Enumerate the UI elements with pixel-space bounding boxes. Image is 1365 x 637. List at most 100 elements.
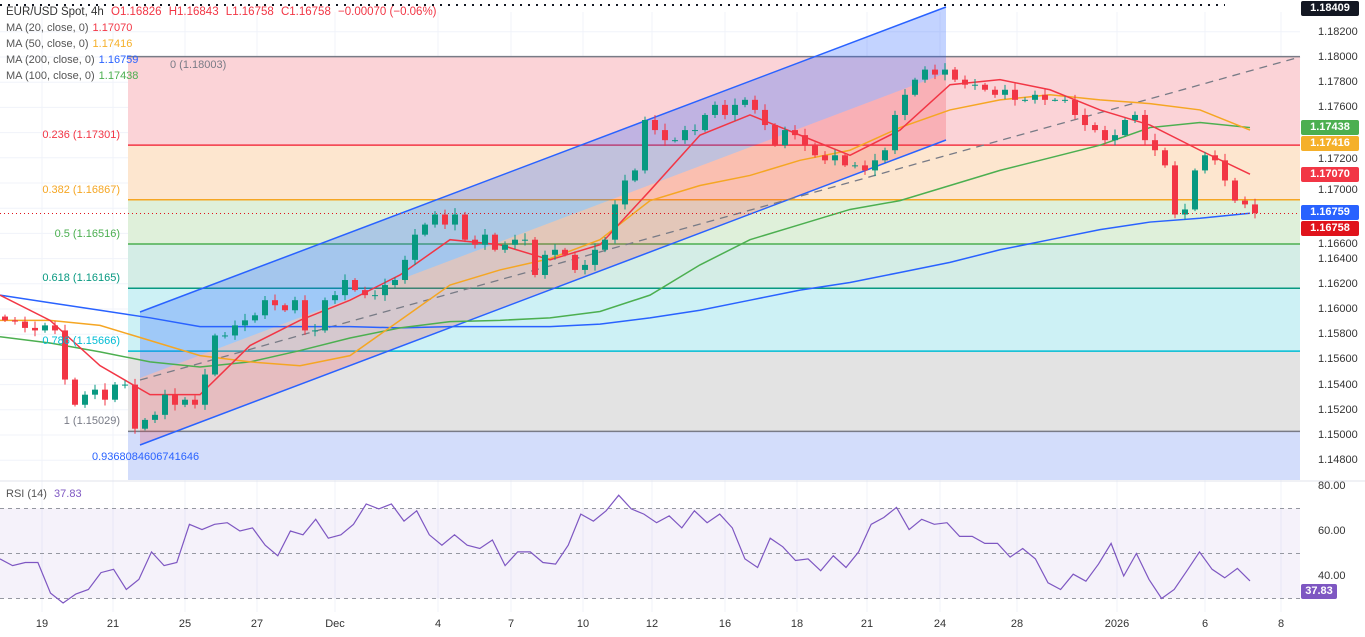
candle	[972, 79, 978, 90]
candle	[802, 128, 808, 151]
candle	[1102, 125, 1108, 144]
candle	[792, 125, 798, 140]
price-badge-high-marker: 1.18409	[1301, 1, 1359, 16]
ma-legend-item: MA (20, close, 0) 1.17070	[6, 22, 136, 34]
price-tick: 1.17200	[1318, 152, 1358, 165]
candle-body	[712, 104, 718, 115]
candle	[372, 290, 378, 300]
candle	[122, 380, 128, 389]
candle-body	[52, 325, 58, 331]
candle-body	[172, 394, 178, 405]
candle-body	[952, 69, 958, 80]
candle	[382, 278, 388, 301]
candle-body	[612, 204, 618, 240]
candle-body	[92, 389, 98, 395]
candle-body	[922, 69, 928, 80]
candle-body	[1222, 160, 1228, 181]
candle-body	[602, 239, 608, 250]
ohlc-change: −0.00070 (−0.06%)	[338, 6, 437, 18]
candle	[722, 99, 728, 120]
candle-body	[1042, 94, 1048, 100]
ohlc-high: H1.16843	[168, 6, 219, 18]
price-badge-ma100: 1.17438	[1301, 119, 1359, 135]
candle	[252, 312, 258, 323]
candle-body	[1152, 140, 1158, 151]
fib-label: 0.786 (1.15666)	[42, 335, 120, 348]
candle	[662, 123, 668, 146]
candle	[672, 137, 678, 143]
candle-body	[882, 150, 888, 161]
time-tick: 27	[250, 618, 264, 630]
candle	[992, 86, 998, 98]
rsi-value: 37.83	[54, 488, 82, 500]
moving-averages	[0, 78, 1251, 396]
candle-body	[832, 155, 838, 161]
price-tick: 1.16600	[1318, 238, 1358, 251]
candle-body	[462, 214, 468, 240]
candle	[1252, 198, 1258, 219]
candle-body	[192, 399, 198, 405]
candle-body	[512, 239, 518, 245]
candle-body	[1172, 165, 1178, 215]
price-badge-ma50: 1.17416	[1301, 135, 1359, 151]
candle-body	[642, 120, 648, 171]
candle	[212, 333, 218, 377]
rsi-legend: RSI (14) 37.83	[6, 488, 86, 500]
rsi-badge: 37.83	[1301, 584, 1337, 599]
candle	[1202, 151, 1208, 174]
ma-legend-item: MA (100, close, 0) 1.17438	[6, 70, 142, 82]
candle	[132, 378, 138, 434]
candle-body	[682, 130, 688, 141]
candle	[392, 277, 398, 288]
candle-body	[362, 290, 368, 296]
candle	[922, 66, 928, 83]
candle-body	[1242, 200, 1248, 205]
candle	[42, 322, 48, 333]
candle	[1152, 133, 1158, 157]
candle-body	[742, 99, 748, 105]
candle-body	[772, 125, 778, 146]
candle	[422, 222, 428, 237]
ma-legend-value: 1.17070	[92, 22, 133, 34]
candle-body	[72, 379, 78, 405]
candle	[172, 388, 178, 411]
candle	[1062, 96, 1068, 103]
candle-body	[1182, 209, 1188, 215]
candle	[732, 98, 738, 121]
candle-body	[1192, 170, 1198, 210]
price-tick: 1.14800	[1318, 454, 1358, 467]
candle-body	[392, 280, 398, 286]
fib-label: 0.5 (1.16516)	[54, 227, 120, 240]
candle-body	[532, 239, 538, 275]
candle-body	[842, 155, 848, 166]
candle	[1162, 147, 1168, 168]
candle-body	[652, 120, 658, 131]
candle	[292, 296, 298, 314]
candle-body	[142, 419, 148, 429]
fib-zone-0.236	[128, 145, 1300, 200]
candle-body	[2, 316, 8, 321]
candle	[872, 153, 878, 177]
candle-body	[942, 69, 948, 75]
candle	[822, 151, 828, 165]
candle	[702, 113, 708, 132]
price-tick: 1.18200	[1318, 25, 1358, 38]
candle	[1242, 196, 1248, 209]
time-tick: 24	[933, 618, 947, 630]
time-tick: 10	[576, 618, 590, 630]
candle-body	[1112, 135, 1118, 141]
candle	[1192, 168, 1198, 212]
candle	[612, 200, 618, 244]
time-tick: 12	[645, 618, 659, 630]
channel-lower-line	[139, 139, 947, 446]
candle-body	[932, 69, 938, 75]
candle	[472, 235, 478, 249]
candle	[1002, 84, 1008, 100]
candle	[712, 101, 718, 119]
candle	[622, 174, 628, 210]
candle	[832, 149, 838, 166]
candle	[892, 110, 898, 154]
candle-body	[152, 414, 158, 420]
candle	[32, 321, 38, 337]
